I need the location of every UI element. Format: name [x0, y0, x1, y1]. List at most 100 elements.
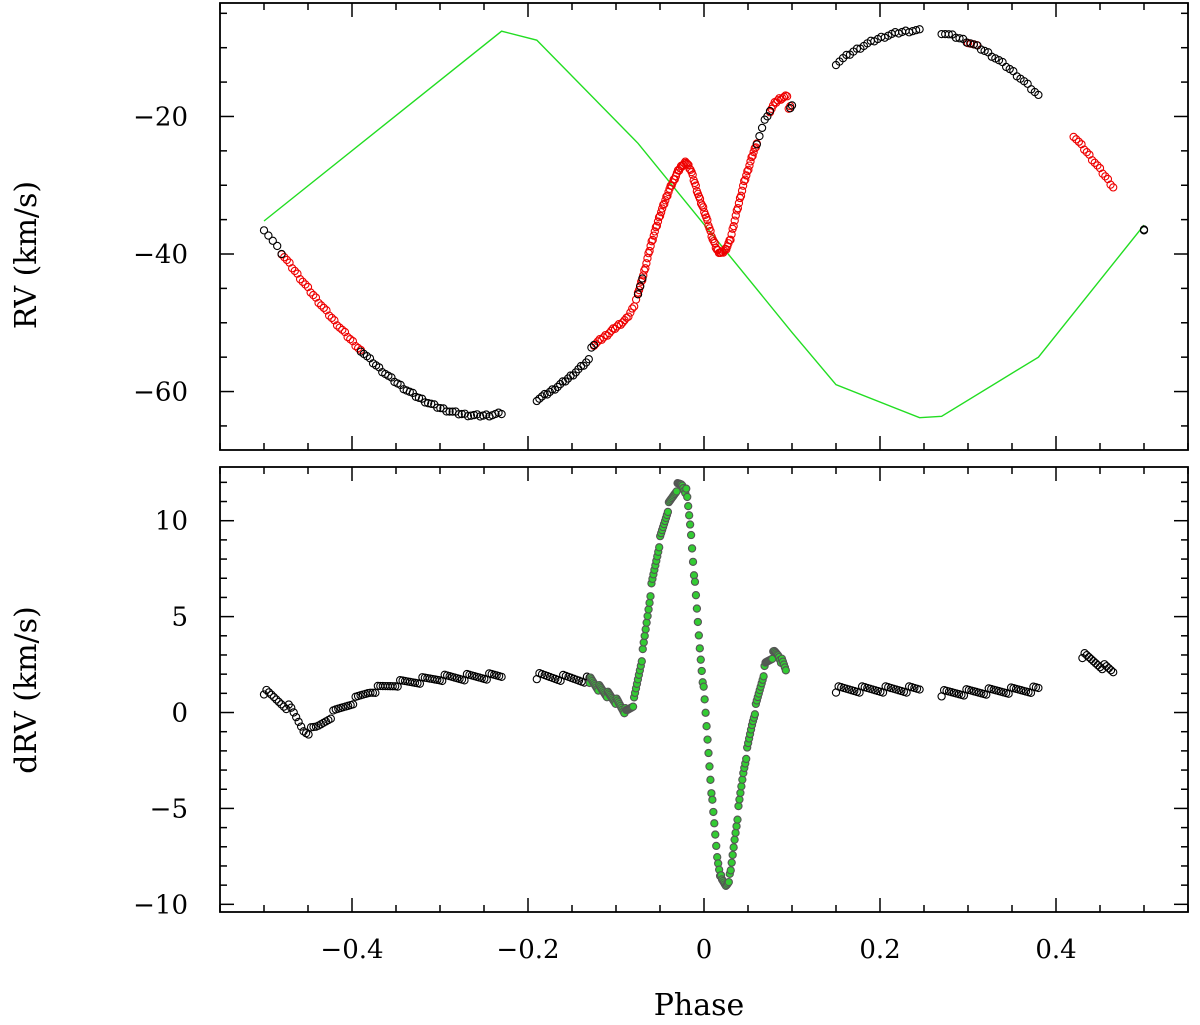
- drv-flagged-point: [685, 520, 695, 529]
- rv-flagged-point: [741, 175, 750, 184]
- rv-flagged-point: [1101, 172, 1110, 181]
- drv-flagged-point: [663, 507, 673, 517]
- rv-flagged-point: [311, 293, 321, 302]
- drv-flagged-point: [742, 754, 751, 764]
- rv-observed-point: [466, 411, 476, 420]
- rv-observed-point: [553, 382, 562, 392]
- drv-flagged-point: [645, 598, 654, 607]
- drv-flagged-point: [734, 801, 743, 811]
- drv-residual-point: [348, 700, 358, 709]
- rv-flagged-point: [1109, 183, 1118, 192]
- rv-flagged-point: [652, 221, 662, 230]
- drv-flagged-point: [701, 708, 710, 717]
- drv-axis-ticks: [219, 467, 1189, 912]
- drv-flagged-point: [705, 762, 714, 771]
- drv-flagged-point: [733, 815, 742, 824]
- drv-flagged-point: [708, 795, 717, 804]
- rv-model-line: [263, 30, 1145, 419]
- rv-observed-point: [543, 390, 552, 399]
- drv-flagged-point: [738, 775, 747, 784]
- rv-flagged-point: [729, 221, 738, 231]
- rv-y-tick-label: −60: [133, 378, 188, 408]
- rv-flagged-point: [295, 275, 305, 284]
- rv-flagged-point: [634, 285, 644, 295]
- drv-y-tick-label: −5: [150, 794, 188, 824]
- rv-flagged-point: [659, 200, 668, 209]
- drv-flagged-point: [687, 544, 697, 553]
- drv-flagged-point: [729, 843, 738, 852]
- drv-data-points: [259, 479, 1118, 890]
- rv-flagged-point: [655, 211, 665, 221]
- rv-flagged-point: [298, 277, 307, 286]
- drv-flagged-point: [692, 604, 702, 613]
- rv-flagged-point: [645, 246, 654, 256]
- rv-flagged-point: [306, 288, 315, 297]
- drv-flagged-point: [646, 592, 655, 601]
- rv-flagged-point: [1069, 132, 1078, 142]
- rv-flagged-point: [773, 96, 782, 105]
- rv-observed-point: [955, 34, 964, 43]
- drv-flagged-point: [686, 530, 696, 540]
- drv-flagged-point: [691, 591, 701, 600]
- drv-flagged-point: [735, 795, 744, 804]
- rv-model-curve: [263, 30, 1145, 419]
- phase-x-tick-label: −0.2: [496, 935, 559, 965]
- rv-flagged-point: [327, 313, 336, 323]
- rv-flagged-point: [1074, 137, 1084, 146]
- phase-x-tick-labels: −0.4 −0.2 0 0.2 0.4: [320, 935, 1076, 965]
- rv-observed-point: [273, 241, 282, 251]
- rv-observed-point: [755, 131, 764, 141]
- drv-residual-point: [287, 703, 296, 712]
- rv-flagged-point: [1087, 156, 1097, 165]
- rv-flagged-point: [736, 191, 746, 200]
- drv-residual-point: [282, 704, 291, 714]
- phase-x-axis-title: Phase: [654, 988, 745, 1023]
- drv-y-axis-title: dRV (km/s): [9, 606, 44, 773]
- rv-flagged-point: [1106, 180, 1115, 189]
- rv-flagged-point: [706, 226, 715, 236]
- rv-observed-point: [787, 101, 797, 110]
- rv-y-axis-title: RV (km/s): [9, 181, 44, 329]
- rv-observed-point: [423, 399, 433, 408]
- rv-flagged-point: [742, 171, 751, 180]
- rv-observed-point: [532, 396, 541, 406]
- rv-flagged-point: [782, 92, 792, 101]
- rv-observed-point: [915, 25, 924, 34]
- rv-observed-point: [969, 40, 979, 49]
- rv-flagged-point: [738, 181, 748, 190]
- drv-residual-point: [388, 682, 397, 691]
- rv-flagged-point: [332, 321, 342, 330]
- rv-observed-point: [842, 50, 851, 60]
- drv-flagged-point: [672, 487, 681, 496]
- drv-flagged-point: [704, 748, 713, 758]
- rv-observed-point: [545, 387, 554, 397]
- rv-flagged-point: [317, 301, 326, 310]
- rv-flagged-point: [314, 298, 323, 308]
- rv-flagged-point: [649, 231, 658, 240]
- rv-flagged-point: [684, 160, 693, 170]
- rv-flagged-point: [330, 316, 339, 325]
- rv-flagged-point: [661, 196, 670, 205]
- drv-flagged-point: [750, 710, 760, 719]
- rv-flagged-point: [737, 186, 747, 195]
- rv-flagged-point: [1077, 140, 1086, 149]
- drv-residual-point: [1084, 652, 1094, 662]
- rv-observed-point: [497, 409, 506, 419]
- drv-flagged-point: [696, 655, 705, 664]
- rv-observed-point: [976, 45, 986, 54]
- rv-flagged-point: [319, 303, 328, 313]
- rv-observed-point: [420, 398, 430, 407]
- drv-flagged-point: [683, 492, 692, 502]
- rv-flagged-point: [301, 280, 310, 289]
- drv-residual-point: [366, 688, 375, 697]
- rv-observed-point: [550, 385, 560, 394]
- rv-observed-point: [587, 343, 596, 352]
- drv-flagged-point: [643, 611, 652, 621]
- rv-flagged-point: [628, 304, 637, 313]
- drv-residual-point: [1034, 683, 1043, 693]
- drv-residual-point: [1091, 658, 1100, 668]
- drv-flagged-point: [695, 644, 704, 653]
- rv-observed-point: [752, 140, 761, 149]
- drv-residual-point: [326, 714, 335, 723]
- rv-flagged-point: [626, 308, 635, 317]
